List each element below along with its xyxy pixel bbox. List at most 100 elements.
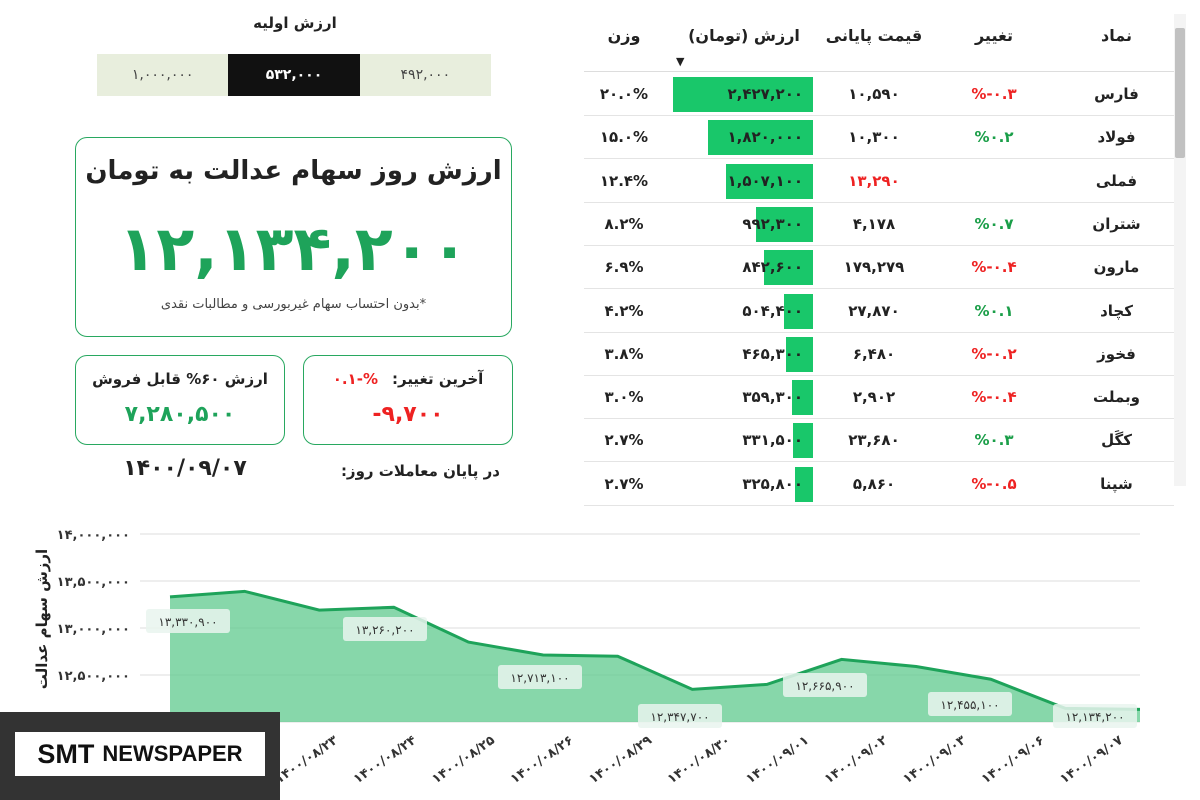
y-tick-label: ۱۴,۰۰۰,۰۰۰: [57, 528, 130, 543]
x-tick-label: ۱۴۰۰/۰۸/۳۰: [665, 733, 733, 787]
cell-change: %-۰.۲: [971, 344, 1017, 363]
table-row[interactable]: فارس %-۰.۳ ۱۰,۵۹۰ ۲,۴۲۷,۲۰۰ ۲۰.۰%: [584, 73, 1174, 116]
cell-weight: ۴.۲%: [604, 301, 644, 320]
value-bar: [795, 466, 813, 502]
table-row[interactable]: فولاد %۰.۲ ۱۰,۳۰۰ ۱,۸۲۰,۰۰۰ ۱۵.۰%: [584, 116, 1174, 160]
cell-close-price: ۲,۹۰۲: [852, 388, 896, 407]
value-bar: [708, 120, 813, 156]
x-tick-label: ۱۴۰۰/۰۸/۲۹: [586, 733, 654, 787]
table-row[interactable]: کگَل %۰.۳ ۲۳,۶۸۰ ۳۳۱,۵۰۰ ۲.۷%: [584, 419, 1174, 463]
cell-weight: ۳.۸%: [604, 344, 644, 363]
header-weight[interactable]: وزن: [607, 26, 641, 45]
table-row[interactable]: مارون %-۰.۴ ۱۷۹,۲۷۹ ۸۴۲,۶۰۰ ۶.۹%: [584, 246, 1174, 290]
x-tick-label: ۱۴۰۰/۰۸/۲۴: [351, 733, 419, 787]
x-tick-label: ۱۴۰۰/۰۹/۰۲: [822, 733, 890, 787]
initial-segment-low[interactable]: ۴۹۲,۰۰۰: [359, 54, 491, 96]
cell-change: %-۰.۴: [971, 388, 1017, 407]
current-value-title: ارزش روز سهام عدالت به تومان: [85, 156, 502, 186]
x-tick-label: ۱۴۰۰/۰۹/۰۶: [979, 733, 1047, 787]
cell-close-price: ۴,۱۷۸: [852, 214, 896, 233]
trade-date: ۱۴۰۰/۰۹/۰۷: [123, 456, 247, 481]
cell-weight: ۱۲.۴%: [599, 171, 649, 190]
last-change-card: آخرین تغییر: %-۰.۱ -۹,۷۰۰: [303, 355, 513, 445]
table-row[interactable]: کچاد %۰.۱ ۲۷,۸۷۰ ۵۰۴,۴۰۰ ۴.۲%: [584, 290, 1174, 333]
holdings-table: نماد تغییر قیمت پایانی ارزش (تومان) وزن …: [584, 0, 1174, 506]
cell-symbol: کگَل: [1101, 431, 1132, 450]
last-change-label: آخرین تغییر:: [391, 370, 484, 388]
cell-symbol: شتران: [1092, 214, 1141, 233]
data-label: ۱۲,۶۶۵,۹۰۰: [795, 679, 854, 693]
data-label-box: [343, 617, 427, 641]
cell-close-price: ۱۷۹,۲۷۹: [843, 258, 905, 277]
data-label-box: [146, 609, 230, 633]
table-row[interactable]: شپنا %-۰.۵ ۵,۸۶۰ ۳۲۵,۸۰۰ ۲.۷%: [584, 463, 1174, 506]
data-label-box: [498, 665, 582, 689]
data-label: ۱۲,۷۱۳,۱۰۰: [510, 671, 569, 685]
cell-close-price: ۱۰,۳۰۰: [848, 128, 900, 147]
data-label: ۱۲,۱۳۴,۲۰۰: [1065, 710, 1124, 724]
chart-y-axis-label: ارزش سهام عدالت: [33, 548, 51, 690]
table-row[interactable]: وبملت %-۰.۴ ۲,۹۰۲ ۳۵۹,۳۰۰ ۳.۰%: [584, 376, 1174, 420]
current-value: ۱۲,۱۳۴,۲۰۰: [118, 212, 469, 285]
cell-change: %۰.۲: [974, 128, 1014, 147]
cell-symbol: فولاد: [1097, 128, 1136, 147]
y-tick-label: ۱۳,۵۰۰,۰۰۰: [57, 575, 130, 590]
cell-change: %-۰.۵: [971, 474, 1017, 493]
x-tick-label: ۱۴۰۰/۰۹/۰۷: [1057, 733, 1125, 787]
cell-close-price: ۶,۴۸۰: [852, 344, 896, 363]
header-value[interactable]: ارزش (تومان): [688, 26, 800, 45]
cell-change: %-۰.۳: [971, 85, 1017, 103]
cell-close-price: ۱۳,۲۹۰: [848, 171, 900, 190]
cell-close-price: ۱۰,۵۹۰: [848, 85, 900, 103]
cell-symbol: فخوز: [1097, 344, 1136, 363]
cell-close-price: ۲۷,۸۷۰: [848, 301, 900, 320]
cell-value: ۸۴۲,۶۰۰: [742, 258, 803, 277]
cell-value: ۱,۵۰۷,۱۰۰: [727, 171, 803, 190]
cell-symbol: فارس: [1094, 85, 1139, 103]
cell-change: %۰.۳: [974, 431, 1014, 450]
data-label-box: [1053, 704, 1137, 728]
data-label: ۱۲,۳۴۷,۷۰۰: [650, 710, 709, 724]
header-close-price[interactable]: قیمت پایانی: [825, 26, 923, 45]
cell-weight: ۸.۲%: [604, 214, 644, 233]
table-row[interactable]: شتران %۰.۷ ۴,۱۷۸ ۹۹۲,۳۰۰ ۸.۲%: [584, 203, 1174, 246]
cell-close-price: ۵,۸۶۰: [852, 474, 896, 493]
cell-value: ۹۹۲,۳۰۰: [742, 214, 803, 233]
data-label: ۱۳,۳۳۰,۹۰۰: [158, 615, 217, 629]
data-label-box: [783, 673, 867, 697]
chart-line: [169, 589, 1141, 711]
cell-symbol: کچاد: [1100, 301, 1133, 320]
y-tick-label: ۱۲,۵۰۰,۰۰۰: [57, 669, 130, 684]
sort-desc-icon[interactable]: ▼: [676, 55, 685, 68]
cell-weight: ۲.۷%: [604, 474, 644, 493]
header-change[interactable]: تغییر: [974, 26, 1014, 45]
cell-value: ۳۳۱,۵۰۰: [742, 431, 803, 450]
table-row[interactable]: فخوز %-۰.۲ ۶,۴۸۰ ۴۶۵,۳۰۰ ۳.۸%: [584, 333, 1174, 376]
cell-weight: ۲۰.۰%: [599, 85, 649, 103]
header-symbol[interactable]: نماد: [1101, 26, 1132, 45]
watermark-text-smt: SMT: [37, 738, 95, 769]
table-scrollbar-thumb[interactable]: [1175, 28, 1185, 158]
value-history-chart: ۱۲,۰۰۰,۰۰۰۱۲,۵۰۰,۰۰۰۱۳,۰۰۰,۰۰۰۱۳,۵۰۰,۰۰۰…: [57, 528, 1141, 787]
x-tick-label: ۱۴۰۰/۰۹/۰۱: [743, 733, 811, 787]
value-bar: [764, 250, 813, 286]
initial-segment-selected[interactable]: ۵۳۲,۰۰۰: [228, 54, 360, 96]
value-bar: [726, 163, 813, 199]
last-change-value: -۹,۷۰۰: [372, 402, 444, 427]
value-bar: [792, 380, 813, 416]
value-bar: [784, 293, 813, 329]
initial-value-strip: ۱,۰۰۰,۰۰۰ ۵۳۲,۰۰۰ ۴۹۲,۰۰۰: [97, 54, 491, 96]
cell-value: ۲,۴۲۷,۲۰۰: [727, 85, 803, 103]
cell-value: ۴۶۵,۳۰۰: [742, 344, 803, 363]
current-value-note: *بدون احتساب سهام غیربورسی و مطالبات نقد…: [160, 297, 427, 312]
data-label: ۱۲,۴۵۵,۱۰۰: [940, 698, 999, 712]
cell-value: ۳۵۹,۳۰۰: [742, 388, 803, 407]
cell-value: ۵۰۴,۴۰۰: [742, 301, 803, 320]
cell-change: %۰.۷: [974, 214, 1014, 233]
table-row[interactable]: فملی ۱۳,۲۹۰ ۱,۵۰۷,۱۰۰ ۱۲.۴%: [584, 160, 1174, 203]
cell-weight: ۳.۰%: [604, 388, 644, 407]
sellable-title: ارزش ۶۰% قابل فروش: [92, 370, 268, 388]
initial-segment-high[interactable]: ۱,۰۰۰,۰۰۰: [97, 54, 229, 96]
value-bar: [673, 77, 813, 112]
cell-close-price: ۲۳,۶۸۰: [848, 431, 900, 450]
